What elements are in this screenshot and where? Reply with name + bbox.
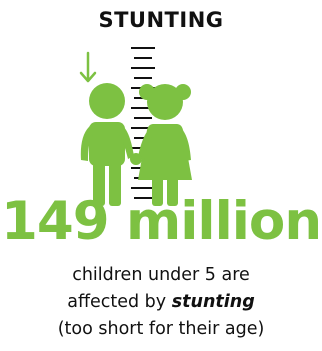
- infographic-title: STUNTING: [98, 8, 224, 32]
- caption-line-2: affected by stunting: [0, 289, 322, 316]
- boy-child-icon: [80, 83, 134, 206]
- down-arrow-icon: [79, 51, 97, 83]
- caption-line-3: (too short for their age): [57, 319, 265, 339]
- children-height-illustration: [79, 47, 192, 206]
- stunting-description: children under 5 are affected by stuntin…: [0, 262, 322, 343]
- caption-line-1: children under 5 are: [72, 265, 250, 285]
- stunting-count-headline: 149 million: [0, 191, 322, 252]
- caption-emphasis: stunting: [171, 292, 255, 312]
- girl-child-icon: [138, 84, 192, 206]
- caption-line-2-prefix: affected by: [67, 292, 172, 312]
